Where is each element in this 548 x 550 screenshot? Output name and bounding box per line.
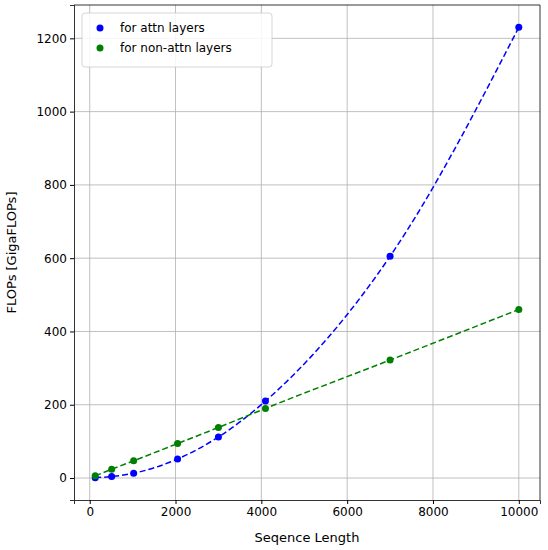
legend: for attn layers for non-attn layers [82, 13, 272, 67]
tick-mark [70, 38, 74, 39]
tick-mark [70, 185, 74, 186]
point [108, 466, 115, 473]
grid-line [261, 5, 262, 500]
point [92, 472, 99, 479]
grid-line [518, 5, 519, 500]
legend-label: for non-attn layers [120, 41, 232, 55]
axis-line [70, 6, 75, 501]
tick: 1200 [36, 32, 74, 46]
point [387, 357, 394, 364]
tick: 0 [59, 471, 74, 485]
tick: 10000 [500, 500, 538, 519]
tick: 2000 [161, 500, 192, 519]
tick-mark [519, 500, 520, 504]
tick-label: 600 [44, 252, 67, 266]
grid-line [74, 478, 540, 479]
tick: 200 [44, 398, 74, 412]
tick-label: 8000 [418, 505, 449, 519]
tick: 1000 [36, 105, 74, 119]
frame [540, 5, 541, 500]
tick-label: 800 [44, 178, 67, 192]
point [262, 398, 269, 405]
x-axis-title: Seqence Length [255, 530, 360, 545]
tick-label: 10000 [500, 505, 538, 519]
fit-line [95, 309, 519, 475]
legend-marker [97, 25, 104, 32]
tick-label: 0 [86, 505, 94, 519]
tick-label: 1000 [36, 105, 67, 119]
point [215, 433, 222, 440]
tick: 8000 [418, 500, 449, 519]
tick-mark [70, 405, 74, 406]
point [215, 424, 222, 431]
frame [74, 5, 540, 6]
fit-line [95, 27, 519, 477]
point [108, 473, 115, 480]
tick-mark [70, 478, 74, 479]
grid-line [432, 5, 433, 500]
tick-label: 6000 [332, 505, 363, 519]
tick: 4000 [247, 500, 278, 519]
tick: 6000 [332, 500, 363, 519]
tick-mark [70, 112, 74, 113]
tick-label: 400 [44, 325, 67, 339]
point [130, 457, 137, 464]
tick: 600 [44, 252, 74, 266]
tick: 800 [44, 178, 74, 192]
marks [92, 24, 523, 481]
grid [74, 5, 540, 500]
tick-mark [70, 258, 74, 259]
grid-line [74, 258, 540, 259]
legend-box [82, 13, 272, 67]
tick-label: 0 [59, 471, 67, 485]
tick-label: 4000 [247, 505, 278, 519]
point [262, 405, 269, 412]
tick-label: 200 [44, 398, 67, 412]
y-axis-title: FLOPs [GigaFLOPs] [4, 192, 19, 314]
point [515, 24, 522, 31]
tick-mark [70, 331, 74, 332]
legend-marker [97, 45, 104, 52]
tick-label: 2000 [161, 505, 192, 519]
grid-line [175, 5, 176, 500]
tick-mark [261, 500, 262, 504]
grid-line [347, 5, 348, 500]
x-axis: 0 2000 4000 6000 8000 10000 [75, 500, 541, 519]
tick: 0 [86, 500, 94, 519]
grid-line [74, 404, 540, 405]
point [174, 455, 181, 462]
y-axis: 0 200 400 600 800 1000 1200 [36, 6, 74, 501]
tick-mark [176, 500, 177, 504]
point [174, 440, 181, 447]
point [515, 306, 522, 313]
point [130, 470, 137, 477]
tick-label: 1200 [36, 32, 67, 46]
grid-line [74, 184, 540, 185]
legend-label: for attn layers [120, 21, 205, 35]
point [387, 253, 394, 260]
tick-mark [433, 500, 434, 504]
grid-line [74, 331, 540, 332]
plot: 0 2000 4000 6000 8000 10000 0 200 400 600 800 1000 1… [36, 5, 540, 519]
chart: 0 2000 4000 6000 8000 10000 0 200 400 600 800 1000 1… [0, 0, 548, 550]
axis-line [75, 501, 541, 505]
tick-mark [347, 500, 348, 504]
grid-line [89, 5, 90, 500]
tick-mark [90, 500, 91, 504]
tick: 400 [44, 325, 74, 339]
grid-line [74, 111, 540, 112]
